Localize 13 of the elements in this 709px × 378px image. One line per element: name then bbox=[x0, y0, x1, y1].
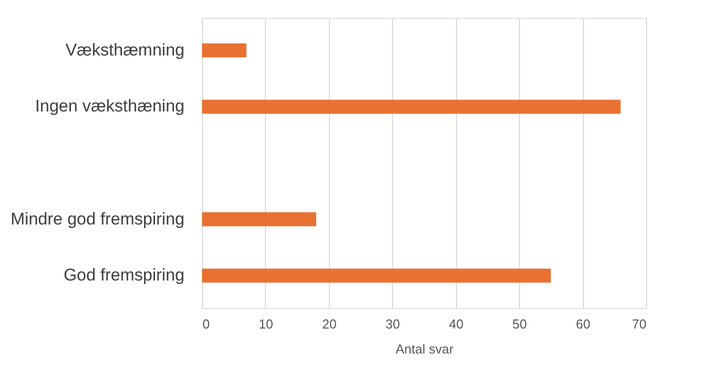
x-tick-label: 0 bbox=[202, 316, 210, 332]
y-tick-label: Væksthæmning bbox=[65, 40, 184, 60]
x-axis-title: Antal svar bbox=[396, 342, 454, 356]
x-tick-label: 30 bbox=[386, 316, 400, 332]
x-tick-label: 60 bbox=[576, 316, 590, 332]
x-tick-label: 20 bbox=[322, 316, 337, 332]
y-tick-label: God fremspiring bbox=[64, 266, 184, 285]
y-tick-label: Ingen væksthæning bbox=[35, 96, 184, 116]
x-tick-label: 10 bbox=[258, 316, 274, 332]
y-tick-label: Mindre god fremspiring bbox=[10, 209, 184, 228]
x-tick-label: 70 bbox=[632, 316, 646, 332]
x-tick-label: 50 bbox=[512, 316, 527, 332]
x-tick-label: 40 bbox=[448, 316, 464, 332]
